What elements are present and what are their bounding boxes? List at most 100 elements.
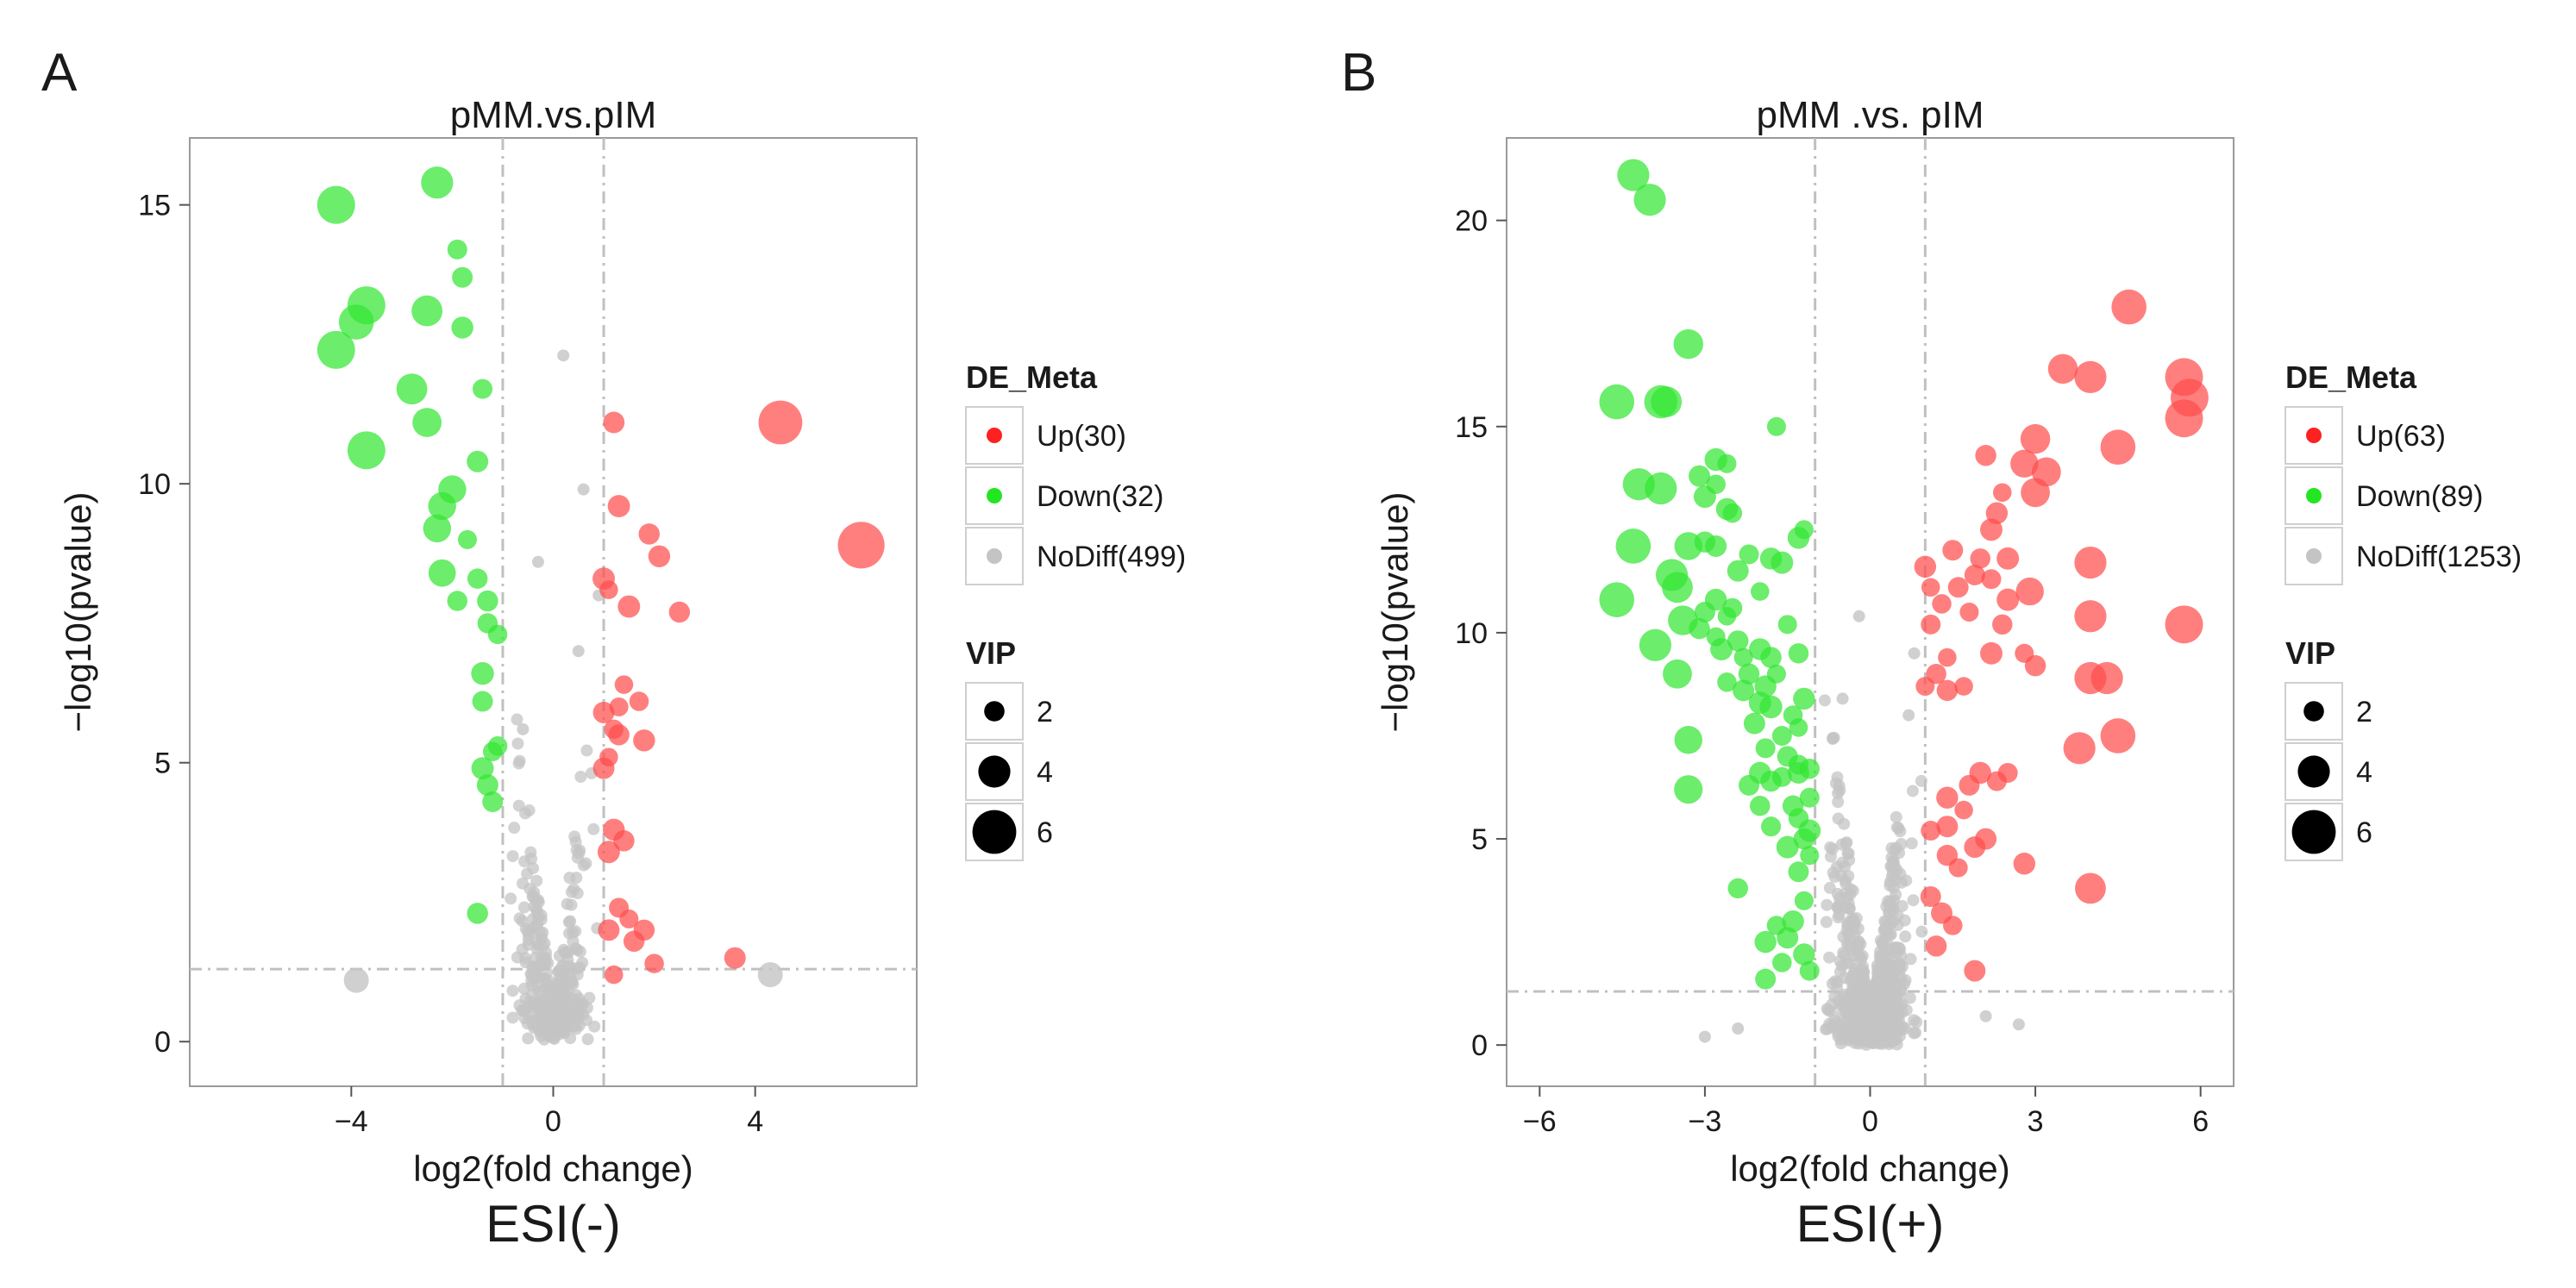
down-point bbox=[467, 568, 488, 589]
up-point bbox=[2015, 577, 2044, 606]
up-point bbox=[1921, 614, 1941, 635]
nodiff-point bbox=[1895, 949, 1908, 962]
nodiff-point bbox=[551, 1007, 564, 1020]
up-point bbox=[1943, 916, 1963, 935]
nodiff-point bbox=[1907, 894, 1920, 907]
x-tick-label: −3 bbox=[1689, 1105, 1722, 1138]
nodiff-point bbox=[1875, 965, 1888, 978]
up-point bbox=[1942, 540, 1964, 561]
panel-letter: B bbox=[1341, 43, 1376, 103]
nodiff-point bbox=[517, 982, 530, 995]
down-point bbox=[1771, 725, 1792, 746]
down-point bbox=[451, 316, 473, 339]
nodiff-point bbox=[517, 722, 530, 735]
down-point bbox=[1617, 159, 1650, 191]
down-point bbox=[1674, 775, 1703, 804]
down-point bbox=[428, 559, 456, 587]
nodiff-point bbox=[1831, 771, 1844, 784]
y-tick-label: 15 bbox=[138, 190, 171, 222]
legend-dot-nodiff bbox=[2306, 548, 2322, 564]
nodiff-point bbox=[577, 483, 590, 496]
nodiff-point bbox=[538, 956, 551, 969]
up-point bbox=[1938, 647, 1957, 667]
up-point bbox=[668, 601, 691, 623]
nodiff-point bbox=[1852, 941, 1865, 954]
down-point bbox=[1651, 386, 1683, 418]
up-point bbox=[1964, 836, 1986, 859]
nodiff-point bbox=[1821, 1022, 1833, 1035]
down-point bbox=[477, 590, 498, 612]
nodiff-point bbox=[517, 901, 530, 914]
up-point bbox=[2063, 732, 2096, 765]
down-point bbox=[1766, 664, 1786, 684]
down-point bbox=[471, 661, 494, 685]
nodiff-point bbox=[527, 972, 540, 985]
up-point bbox=[1936, 816, 1959, 838]
down-point bbox=[412, 408, 442, 437]
down-point bbox=[423, 514, 452, 543]
vip-legend-label: 4 bbox=[1037, 756, 1053, 789]
x-axis-label: log2(fold change) bbox=[1730, 1148, 2010, 1189]
nodiff-point bbox=[1827, 731, 1840, 744]
up-point bbox=[1980, 518, 2003, 541]
nodiff-point bbox=[1889, 992, 1902, 1005]
down-point bbox=[1689, 617, 1710, 640]
nodiff-point bbox=[506, 985, 519, 997]
down-point bbox=[1739, 774, 1759, 796]
vip-legend-key bbox=[965, 742, 1024, 801]
nodiff-point bbox=[518, 855, 531, 868]
nodiff-point bbox=[564, 915, 577, 928]
nodiff-point bbox=[547, 1031, 560, 1044]
nodiff-point bbox=[1828, 871, 1841, 884]
down-point bbox=[1777, 927, 1799, 949]
y-axis-label: −log10(pvalue) bbox=[1375, 491, 1415, 732]
nodiff-point bbox=[1834, 1037, 1847, 1050]
down-point bbox=[1599, 384, 1635, 420]
nodiff-point bbox=[1883, 906, 1896, 919]
down-point bbox=[1750, 582, 1770, 601]
nodiff-point bbox=[557, 970, 570, 983]
nodiff-point bbox=[570, 962, 583, 975]
down-point bbox=[1645, 472, 1677, 505]
nodiff-point bbox=[1891, 919, 1904, 932]
up-point bbox=[2074, 600, 2107, 633]
up-point bbox=[2074, 547, 2107, 579]
vip-legend-dot bbox=[2291, 810, 2336, 854]
y-tick-label: 5 bbox=[1471, 823, 1488, 856]
up-point bbox=[607, 495, 630, 518]
nodiff-point bbox=[1885, 851, 1898, 864]
up-point bbox=[1975, 445, 1996, 466]
y-tick-label: 0 bbox=[154, 1026, 171, 1059]
down-point bbox=[1694, 602, 1715, 622]
nodiff-point bbox=[1905, 837, 1918, 850]
down-point bbox=[1739, 544, 1759, 565]
vip-legend-label: 4 bbox=[2356, 756, 2372, 789]
up-point bbox=[2100, 429, 2136, 465]
nodiff-point bbox=[1915, 925, 1928, 938]
up-point bbox=[2090, 661, 2123, 695]
nodiff-point bbox=[1821, 898, 1833, 911]
nodiff-point bbox=[581, 1033, 594, 1046]
down-point bbox=[1717, 607, 1737, 626]
up-point bbox=[1921, 578, 1940, 597]
nodiff-point bbox=[1902, 709, 1915, 722]
legend-label-nodiff: NoDiff(1253) bbox=[2356, 541, 2522, 573]
up-point bbox=[599, 580, 618, 599]
nodiff-point bbox=[1845, 883, 1858, 896]
nodiff-point bbox=[1842, 870, 1855, 883]
down-point bbox=[1662, 572, 1693, 603]
nodiff-point bbox=[580, 744, 593, 757]
down-point bbox=[1782, 910, 1804, 933]
down-point bbox=[473, 378, 493, 399]
down-point bbox=[1793, 943, 1815, 966]
nodiff-point bbox=[535, 913, 548, 926]
down-point bbox=[472, 691, 493, 712]
down-point bbox=[1689, 465, 1711, 487]
nodiff-point bbox=[513, 912, 526, 925]
up-point bbox=[1996, 588, 2020, 611]
x-tick-label: 0 bbox=[1862, 1105, 1878, 1138]
plot-points bbox=[1507, 138, 2234, 1086]
nodiff-point bbox=[1855, 963, 1868, 976]
